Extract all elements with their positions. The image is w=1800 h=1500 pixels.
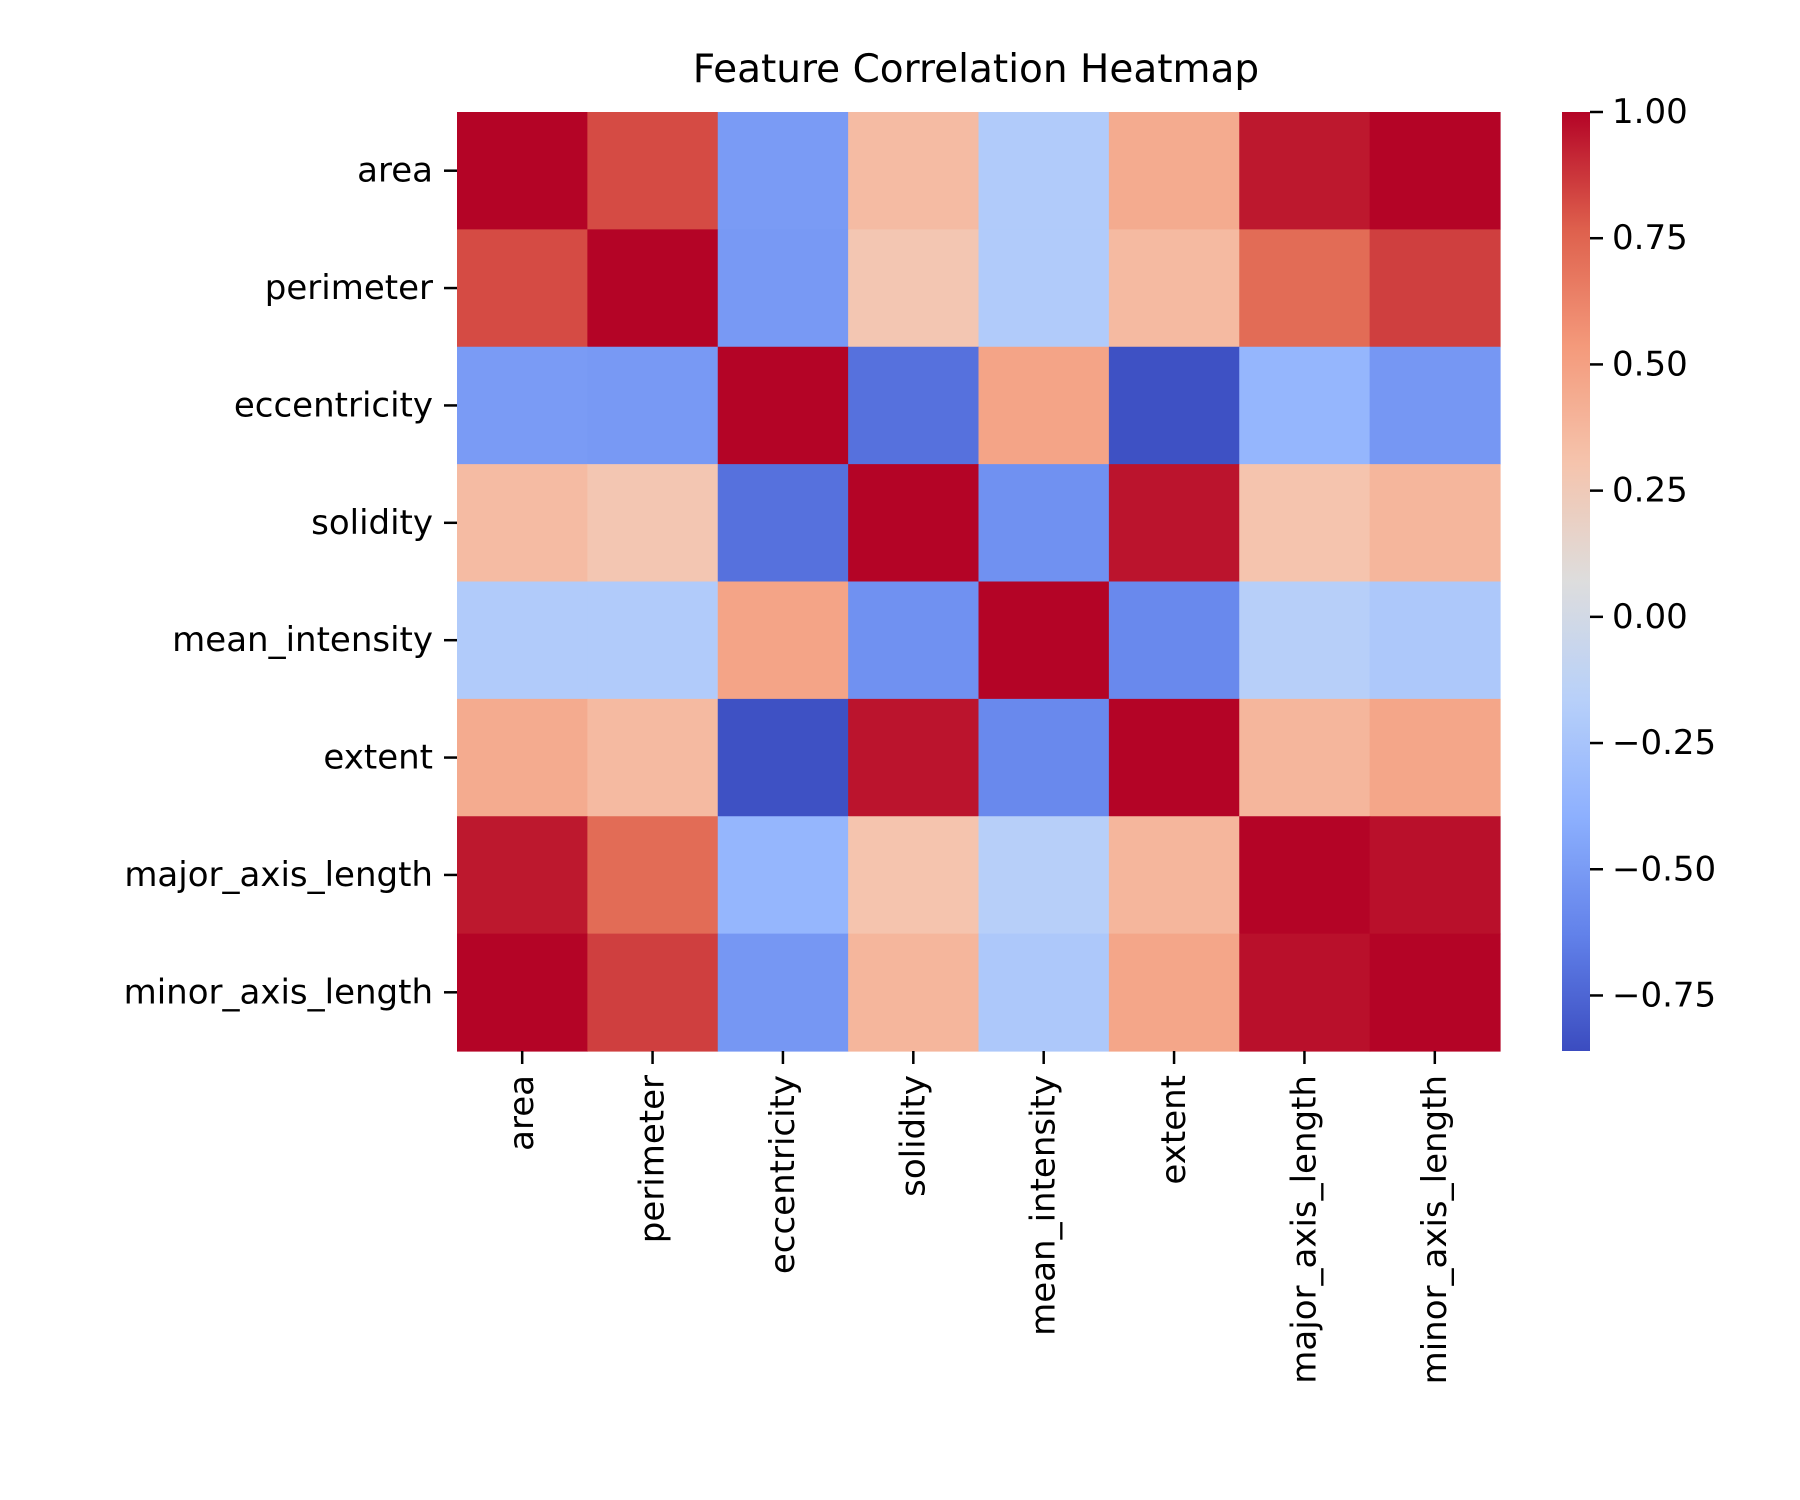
heatmap-cell-perimeter-area xyxy=(457,229,588,348)
heatmap-cell-minor_axis_length-area xyxy=(457,933,588,1052)
colorbar-tick-label: 0.00 xyxy=(1612,597,1688,637)
heatmap-cell-perimeter-minor_axis_length xyxy=(1369,229,1501,348)
heatmap-cell-solidity-minor_axis_length xyxy=(1369,464,1501,583)
heatmap-cell-major_axis_length-eccentricity xyxy=(717,816,849,935)
heatmap-cell-area-eccentricity xyxy=(717,112,849,230)
heatmap-cell-solidity-solidity xyxy=(848,464,980,583)
heatmap-cells xyxy=(457,112,1501,1052)
colorbar: 1.00 0.75 0.50 0.25 0.00 −0.25 −0.50 −0.75 xyxy=(1562,92,1716,1051)
heatmap-cell-major_axis_length-major_axis_length xyxy=(1239,816,1371,935)
chart-title: Feature Correlation Heatmap xyxy=(693,47,1259,92)
colorbar-tick-label: −0.25 xyxy=(1612,723,1716,763)
colorbar-tick-label: 0.75 xyxy=(1612,218,1688,258)
heatmap-cell-area-extent xyxy=(1108,112,1240,230)
heatmap-cell-area-major_axis_length xyxy=(1239,112,1371,230)
heatmap-cell-eccentricity-solidity xyxy=(848,346,980,465)
heatmap-cell-eccentricity-perimeter xyxy=(587,346,719,465)
heatmap-cell-extent-minor_axis_length xyxy=(1369,698,1501,817)
y-tick-label: extent xyxy=(323,738,433,778)
heatmap-cell-solidity-major_axis_length xyxy=(1239,464,1371,583)
colorbar-tick-label: 0.50 xyxy=(1612,344,1688,384)
y-axis-ticks: area perimeter eccentricity solidity mean_in… xyxy=(124,151,457,1012)
heatmap-cell-minor_axis_length-eccentricity xyxy=(717,933,849,1052)
x-tick-label: area xyxy=(502,1075,542,1151)
heatmap-cell-extent-mean_intensity xyxy=(978,698,1110,817)
heatmap-cell-extent-solidity xyxy=(848,698,980,817)
heatmap-cell-minor_axis_length-perimeter xyxy=(587,933,719,1052)
heatmap-cell-minor_axis_length-extent xyxy=(1108,933,1240,1052)
heatmap-cell-minor_axis_length-major_axis_length xyxy=(1239,933,1371,1052)
heatmap-cell-eccentricity-mean_intensity xyxy=(978,346,1110,465)
heatmap-cell-minor_axis_length-minor_axis_length xyxy=(1369,933,1501,1052)
heatmap-cell-perimeter-solidity xyxy=(848,229,980,348)
colorbar-tick-label: −0.75 xyxy=(1612,975,1716,1015)
heatmap-cell-area-mean_intensity xyxy=(978,112,1110,230)
heatmap-cell-perimeter-extent xyxy=(1108,229,1240,348)
heatmap-cell-minor_axis_length-mean_intensity xyxy=(978,933,1110,1052)
heatmap-cell-solidity-area xyxy=(457,464,588,583)
heatmap-cell-mean_intensity-eccentricity xyxy=(717,581,849,700)
y-tick-label: mean_intensity xyxy=(172,620,433,660)
heatmap-cell-eccentricity-minor_axis_length xyxy=(1369,346,1501,465)
colorbar-gradient xyxy=(1562,112,1590,1051)
y-tick-label: area xyxy=(357,151,433,191)
heatmap-cell-perimeter-eccentricity xyxy=(717,229,849,348)
colorbar-tick-label: 0.25 xyxy=(1612,471,1688,511)
heatmap-cell-mean_intensity-extent xyxy=(1108,581,1240,700)
heatmap-cell-solidity-perimeter xyxy=(587,464,719,583)
heatmap-cell-area-solidity xyxy=(848,112,980,230)
heatmap-cell-perimeter-mean_intensity xyxy=(978,229,1110,348)
heatmap-cell-eccentricity-major_axis_length xyxy=(1239,346,1371,465)
x-tick-label: minor_axis_length xyxy=(1415,1075,1455,1384)
heatmap-cell-extent-area xyxy=(457,698,588,817)
heatmap-cell-perimeter-perimeter xyxy=(587,229,719,348)
heatmap-cell-mean_intensity-perimeter xyxy=(587,581,719,700)
x-tick-label: eccentricity xyxy=(763,1075,803,1274)
heatmap-cell-solidity-mean_intensity xyxy=(978,464,1110,583)
heatmap-cell-perimeter-major_axis_length xyxy=(1239,229,1371,348)
colorbar-tick-label: 1.00 xyxy=(1612,92,1688,132)
heatmap-cell-mean_intensity-area xyxy=(457,581,588,700)
x-tick-label: extent xyxy=(1154,1075,1194,1185)
heatmap-cell-eccentricity-extent xyxy=(1108,346,1240,465)
heatmap-cell-extent-major_axis_length xyxy=(1239,698,1371,817)
heatmap-cell-extent-eccentricity xyxy=(717,698,849,817)
y-tick-label: minor_axis_length xyxy=(124,972,433,1012)
heatmap-cell-area-area xyxy=(457,112,588,230)
heatmap-cell-solidity-eccentricity xyxy=(717,464,849,583)
heatmap-cell-minor_axis_length-solidity xyxy=(848,933,980,1052)
y-tick-label: solidity xyxy=(311,503,433,543)
heatmap-cell-major_axis_length-minor_axis_length xyxy=(1369,816,1501,935)
y-tick-label: perimeter xyxy=(265,268,433,308)
heatmap-cell-major_axis_length-mean_intensity xyxy=(978,816,1110,935)
heatmap-cell-area-minor_axis_length xyxy=(1369,112,1501,230)
heatmap-cell-extent-extent xyxy=(1108,698,1240,817)
x-axis-ticks: area perimeter eccentricity solidity mean_in… xyxy=(502,1051,1455,1384)
x-tick-label: major_axis_length xyxy=(1284,1075,1324,1384)
x-tick-label: perimeter xyxy=(633,1075,673,1243)
heatmap-cell-major_axis_length-area xyxy=(457,816,588,935)
x-tick-label: mean_intensity xyxy=(1024,1075,1064,1336)
y-tick-label: eccentricity xyxy=(234,385,433,425)
y-tick-label: major_axis_length xyxy=(124,855,433,895)
heatmap-cell-eccentricity-area xyxy=(457,346,588,465)
heatmap-cell-major_axis_length-solidity xyxy=(848,816,980,935)
heatmap-cell-mean_intensity-minor_axis_length xyxy=(1369,581,1501,700)
heatmap-cell-area-perimeter xyxy=(587,112,719,230)
heatmap-cell-mean_intensity-major_axis_length xyxy=(1239,581,1371,700)
heatmap-cell-extent-perimeter xyxy=(587,698,719,817)
colorbar-tick-label: −0.50 xyxy=(1612,849,1716,889)
heatmap-cell-major_axis_length-extent xyxy=(1108,816,1240,935)
heatmap-cell-solidity-extent xyxy=(1108,464,1240,583)
heatmap-cell-mean_intensity-mean_intensity xyxy=(978,581,1110,700)
heatmap-cell-mean_intensity-solidity xyxy=(848,581,980,700)
heatmap-cell-eccentricity-eccentricity xyxy=(717,346,849,465)
x-tick-label: solidity xyxy=(893,1075,933,1197)
heatmap-cell-major_axis_length-perimeter xyxy=(587,816,719,935)
